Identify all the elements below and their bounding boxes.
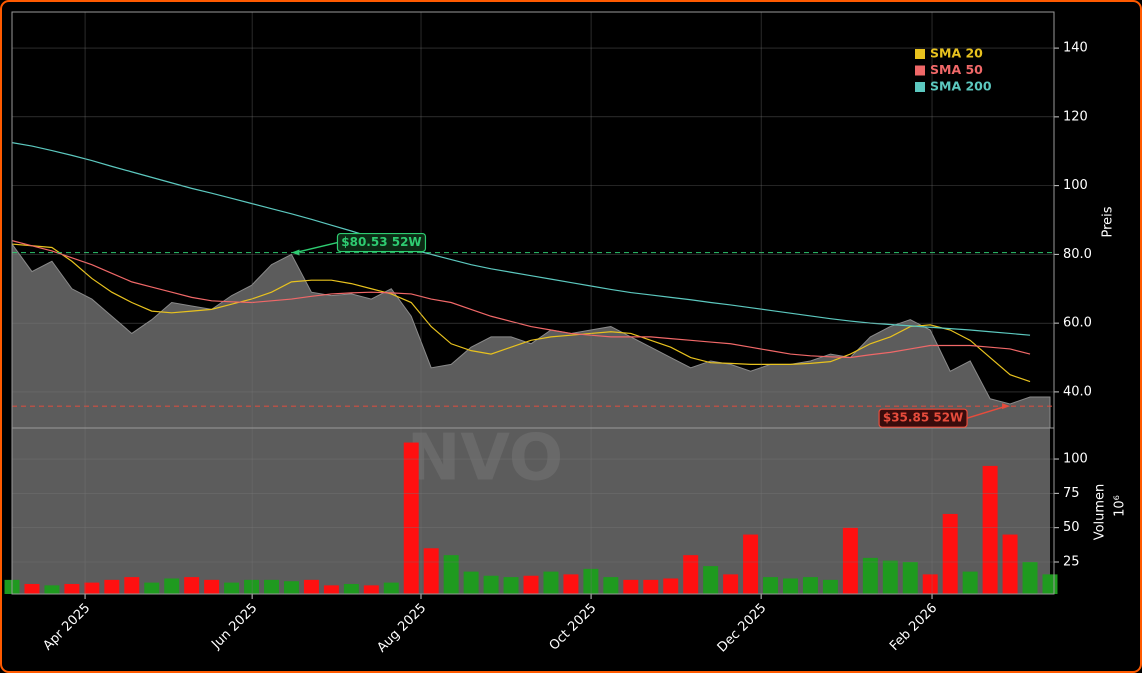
volume-bar [483, 575, 499, 594]
volume-bar [703, 566, 719, 594]
volume-bar [683, 555, 699, 594]
legend-label: SMA 200 [930, 79, 992, 94]
y-tick-label: 50 [1063, 520, 1080, 535]
volume-bar [882, 560, 898, 594]
annotation-arrow [966, 405, 1007, 419]
volume-bar [323, 585, 339, 594]
volume-bar [204, 579, 220, 594]
volume-bar [124, 577, 140, 594]
legend-label: SMA 20 [930, 46, 983, 61]
volume-bar [643, 579, 659, 594]
volume-bar [443, 555, 459, 594]
volume-bar [84, 582, 100, 594]
volume-bar [523, 575, 539, 594]
y-axis-label: Volumen [1093, 484, 1108, 541]
y-tick-label: 25 [1063, 555, 1080, 570]
volume-bar [743, 534, 759, 594]
volume-bar [164, 578, 180, 594]
volume-bar [283, 581, 299, 594]
y-tick-label: 120 [1063, 109, 1088, 124]
volume-bar [264, 579, 279, 594]
y-tick-label: 140 [1063, 41, 1088, 56]
y-tick-label: 100 [1063, 452, 1088, 467]
volume-bar [463, 571, 479, 594]
volume-bar [1002, 534, 1018, 594]
volume-bar [663, 578, 679, 594]
legend-label: SMA 50 [930, 62, 983, 77]
volume-bar [1022, 562, 1038, 594]
volume-bar [363, 585, 379, 594]
volume-bar [902, 562, 918, 594]
volume-bar [343, 583, 359, 594]
axis-exponent: 10⁶ [1113, 495, 1128, 517]
volume-bar [763, 577, 779, 594]
sma-line [11, 240, 1031, 359]
volume-bar [563, 574, 579, 594]
volume-bar [224, 582, 240, 594]
panel-border [11, 427, 1055, 595]
y-axis-label: Preis [1101, 206, 1116, 237]
volume-bar [723, 574, 739, 594]
volume-bar [962, 571, 978, 594]
volume-bar [783, 578, 798, 594]
y-tick-label: 80.0 [1063, 247, 1092, 262]
volume-bar [44, 585, 60, 594]
volume-bar [244, 579, 260, 594]
volume-bar [423, 548, 439, 594]
volume-bar [842, 527, 858, 594]
volume-bar [64, 583, 80, 594]
y-tick-label: 60.0 [1063, 316, 1092, 331]
annotation-arrow [295, 241, 338, 254]
volume-bar [403, 442, 419, 594]
volume-bar [822, 579, 838, 594]
volume-bar [802, 577, 818, 594]
volume-bar [24, 583, 40, 594]
volume-bar [862, 557, 878, 594]
arrow-head [1002, 403, 1011, 410]
volume-bar [1042, 574, 1058, 594]
volume-bar [982, 465, 998, 594]
sma-line [11, 243, 1031, 383]
legend-swatch [915, 65, 925, 76]
volume-bar [104, 579, 120, 594]
legend-swatch [915, 49, 925, 59]
annotation-box [336, 232, 427, 253]
y-tick-label: 100 [1063, 178, 1088, 193]
y-tick-label: 75 [1063, 486, 1080, 501]
volume-bar [184, 577, 200, 594]
arrow-head [291, 249, 300, 256]
volume-bar [603, 577, 619, 594]
volume-bar [922, 574, 938, 594]
volume-bar [144, 582, 160, 594]
legend-swatch [915, 82, 925, 92]
watermark: NVO [407, 422, 563, 496]
annotation-label: $35.85 52W [883, 411, 963, 425]
volume-bar [503, 577, 519, 594]
y-tick-label: 40.0 [1063, 384, 1092, 399]
volume-bar [543, 571, 559, 594]
volume-bar [942, 513, 958, 594]
volume-bar [623, 579, 639, 594]
annotation-box [878, 408, 968, 428]
volume-bar [383, 582, 399, 594]
annotation-label: $80.53 52W [341, 235, 421, 249]
volume-bar [303, 579, 319, 594]
